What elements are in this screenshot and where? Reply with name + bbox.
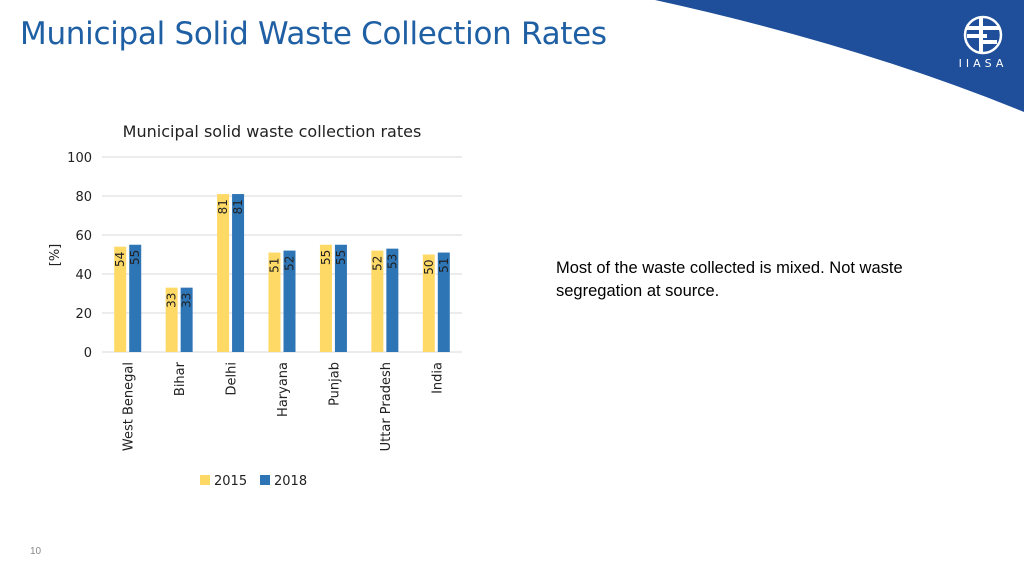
data-label: 54	[113, 252, 127, 267]
bar-2018	[180, 287, 193, 352]
data-label: 81	[216, 199, 230, 214]
data-label: 33	[165, 293, 179, 308]
y-tick-label: 40	[75, 268, 92, 283]
x-tick-label: Bihar	[173, 361, 188, 396]
bar-2018	[129, 244, 142, 352]
data-label: 52	[283, 256, 297, 271]
bar-2018	[232, 194, 245, 352]
chart-title: Municipal solid waste collection rates	[123, 122, 422, 141]
y-tick-label: 60	[75, 229, 92, 244]
legend-label: 2015	[214, 474, 247, 489]
bar-2018	[437, 252, 450, 352]
data-label: 51	[268, 258, 282, 273]
iiasa-logo-icon	[963, 15, 1003, 55]
y-tick-label: 0	[84, 346, 92, 361]
logo-text: IIASA	[958, 57, 1008, 70]
page-title: Municipal Solid Waste Collection Rates	[20, 16, 607, 52]
data-label: 53	[385, 254, 399, 269]
legend-label: 2018	[274, 474, 307, 489]
bar-2015	[268, 252, 281, 352]
data-label: 50	[422, 260, 436, 275]
y-tick-label: 80	[75, 190, 92, 205]
bar-2015	[371, 250, 384, 352]
legend-swatch	[200, 475, 210, 485]
x-tick-label: Uttar Pradesh	[379, 362, 394, 451]
bar-2018	[386, 248, 399, 352]
y-tick-label: 100	[67, 151, 92, 166]
y-axis-label: [%]	[48, 244, 63, 267]
bar-2015	[165, 287, 178, 352]
data-label: 55	[128, 250, 142, 265]
bar-2018	[334, 244, 347, 352]
bar-2015	[319, 244, 332, 352]
x-tick-label: Haryana	[276, 362, 291, 417]
bar-2015	[114, 246, 127, 352]
bar-2018	[283, 250, 296, 352]
data-label: 33	[180, 293, 194, 308]
x-tick-label: Delhi	[225, 362, 240, 395]
data-label: 55	[319, 250, 333, 265]
bar-2015	[217, 194, 230, 352]
x-tick-label: India	[430, 362, 445, 394]
x-tick-label: West Benegal	[122, 362, 137, 451]
data-label: 81	[231, 199, 245, 214]
page-number: 10	[30, 546, 42, 557]
x-tick-label: Punjab	[327, 362, 342, 406]
data-label: 51	[437, 258, 451, 273]
side-note: Most of the waste collected is mixed. No…	[556, 259, 903, 300]
data-label: 55	[334, 250, 348, 265]
bar-2015	[422, 254, 435, 352]
legend-swatch	[260, 475, 270, 485]
data-label: 52	[370, 256, 384, 271]
y-tick-label: 20	[75, 307, 92, 322]
